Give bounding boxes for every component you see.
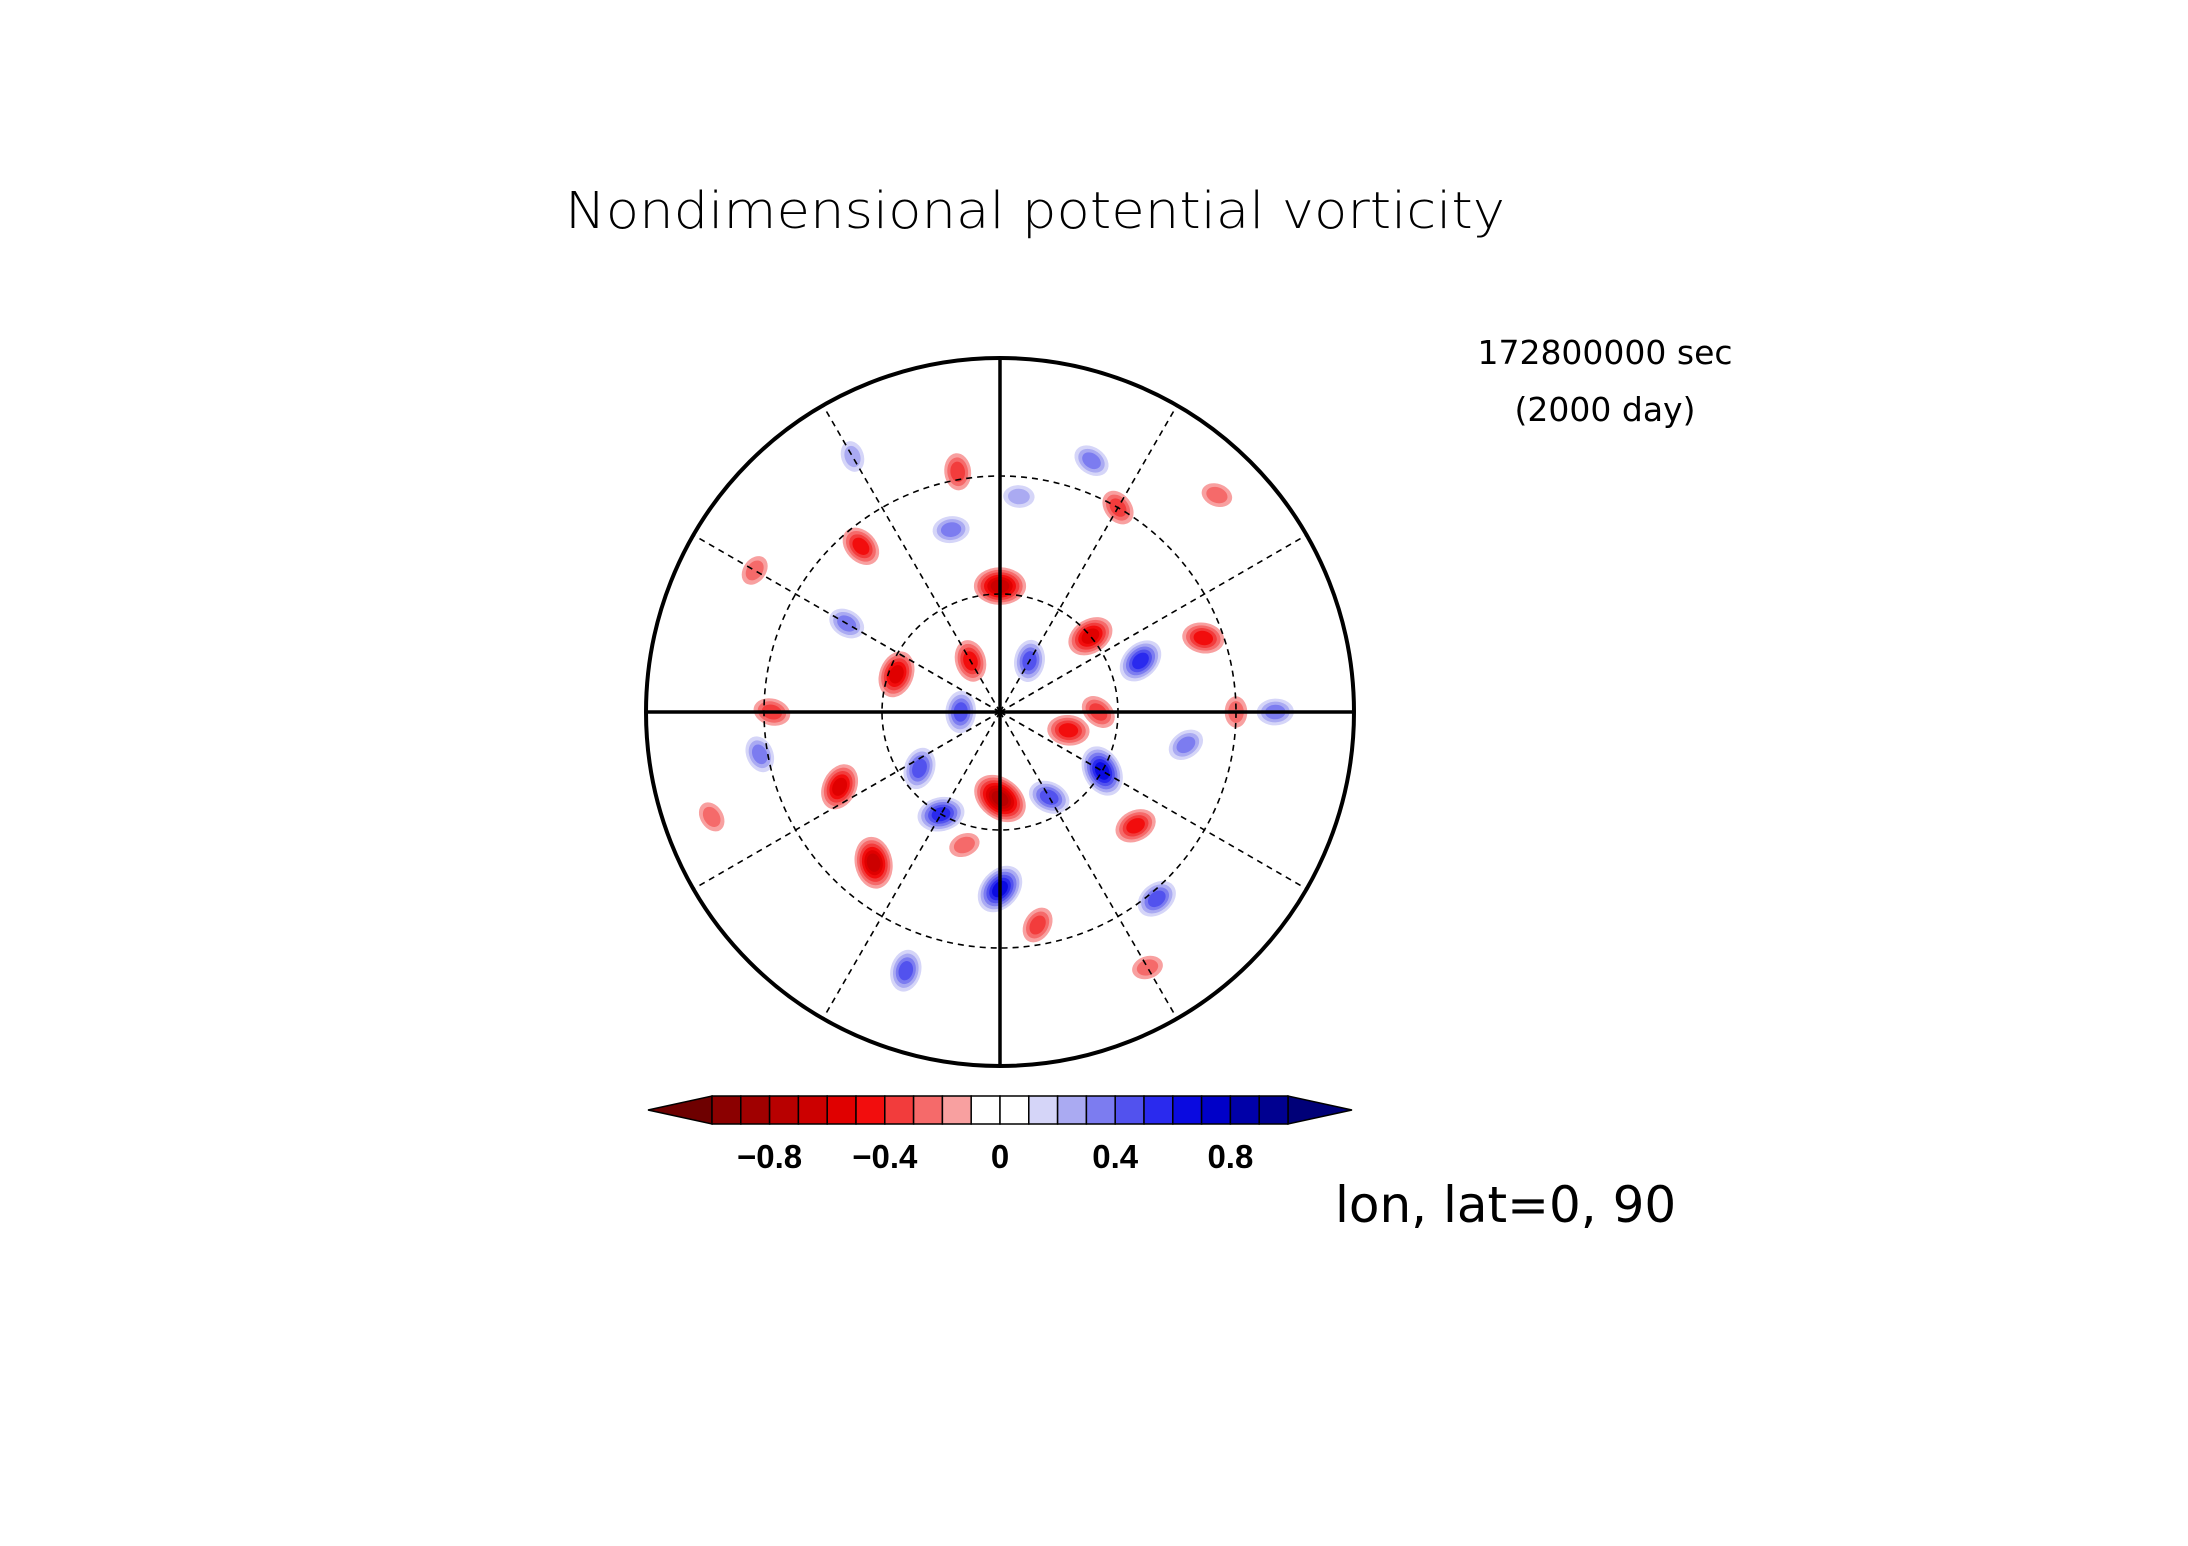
contour-fill <box>1094 762 1110 780</box>
vorticity-anomaly-negative <box>875 647 918 701</box>
colorbar-segment <box>1085 1095 1116 1125</box>
contour-fill <box>1136 959 1159 976</box>
vorticity-anomaly-negative <box>737 551 772 590</box>
contour-fill <box>1206 486 1228 504</box>
colorbar-segment <box>768 1095 800 1125</box>
colorbar-segment <box>970 1095 1001 1125</box>
vorticity-anomaly-positive <box>1134 877 1180 920</box>
contour-fill <box>889 665 904 684</box>
colorbar-segment <box>884 1095 915 1125</box>
time-seconds-label: 172800000 sec <box>1477 333 1732 372</box>
meridian-dashed <box>822 405 1001 713</box>
meridian-dashed <box>999 405 1178 713</box>
vorticity-anomaly-positive <box>887 946 925 996</box>
colorbar-tick-label: −0.8 <box>737 1138 802 1175</box>
vorticity-anomaly-negative <box>1127 952 1168 983</box>
contour-fill <box>950 461 966 482</box>
vorticity-anomaly-negative <box>941 449 975 495</box>
colorbar: −0.8 −0.4 0 0.4 0.8 <box>647 1095 1353 1175</box>
meridian-dashed <box>693 711 1001 890</box>
vorticity-anomaly-negative <box>1043 712 1094 749</box>
vorticity-anomaly-positive <box>1116 637 1165 685</box>
contour-fill <box>898 961 914 981</box>
contour-fill <box>953 836 975 854</box>
colorbar-tick-label: 0 <box>991 1138 1009 1175</box>
vorticity-anomaly-positive <box>928 513 974 547</box>
contour-fill <box>1082 452 1101 470</box>
colorbar-segment <box>1229 1095 1260 1125</box>
colorbar-segment <box>999 1095 1030 1125</box>
contour-fill <box>1132 652 1149 670</box>
contour-fill <box>940 522 962 537</box>
meridian-dashed <box>693 534 1001 713</box>
colorbar-segment <box>1056 1095 1088 1125</box>
contour-fill <box>1008 488 1030 505</box>
contour-fill <box>866 853 881 872</box>
colorbar-segment <box>826 1095 857 1125</box>
vorticity-anomaly-positive <box>742 732 778 777</box>
contour-fill <box>912 758 927 778</box>
vorticity-anomaly-negative <box>1196 479 1237 511</box>
chart-title: Nondimensional potential vorticity <box>565 182 1505 241</box>
vorticity-anomaly-negative <box>694 797 729 836</box>
vorticity-anomaly-positive <box>837 436 868 477</box>
vorticity-anomaly-positive <box>1164 726 1207 764</box>
colorbar-segment <box>1143 1095 1174 1125</box>
contour-fill <box>751 744 768 765</box>
map-grid <box>646 358 1354 1066</box>
contour-fill <box>1126 818 1145 834</box>
meridian-dashed <box>999 711 1307 890</box>
contour-fill <box>745 560 764 581</box>
contour-fill <box>1039 789 1059 805</box>
meridian-dashed <box>999 534 1307 713</box>
vorticity-anomaly-negative <box>852 833 896 892</box>
contour-fill <box>1147 890 1166 908</box>
colorbar-segment <box>941 1095 972 1125</box>
colorbar-segment <box>797 1095 828 1125</box>
colorbar-overflow-triangle <box>1287 1095 1353 1125</box>
contour-fill <box>844 445 861 468</box>
contour-fill <box>1176 736 1196 754</box>
vorticity-anomaly-positive <box>900 744 939 793</box>
map-boundary-circle <box>644 356 1356 1068</box>
colorbar-segment <box>855 1095 886 1125</box>
vorticity-field <box>694 436 1299 996</box>
colorbar-segment <box>1172 1095 1203 1125</box>
contour-fill <box>1193 630 1214 646</box>
colorbar-segment <box>1258 1095 1289 1125</box>
view-label: lon, lat=0, 90 <box>1335 1176 1676 1234</box>
vorticity-anomaly-negative <box>1019 903 1056 947</box>
colorbar-tick-label: −0.4 <box>852 1138 918 1175</box>
contour-fill <box>852 537 870 555</box>
colorbar-tick-label: 0.4 <box>1092 1138 1139 1175</box>
vorticity-anomaly-positive <box>1070 441 1113 480</box>
vorticity-anomaly-negative <box>1111 806 1160 846</box>
contour-fill <box>832 777 848 796</box>
vorticity-anomaly-positive <box>1025 777 1074 817</box>
contour-fill <box>1058 723 1079 738</box>
vorticity-anomaly-positive <box>1078 743 1126 799</box>
contour-fill <box>1029 915 1046 935</box>
colorbar-segment <box>711 1095 742 1125</box>
colorbar-segment <box>1200 1095 1232 1125</box>
colorbar-segment <box>1114 1095 1145 1125</box>
colorbar-segment <box>912 1095 944 1125</box>
colorbar-segment <box>740 1095 771 1125</box>
colorbar-tick-label: 0.8 <box>1207 1138 1253 1175</box>
vorticity-anomaly-negative <box>818 760 861 813</box>
vorticity-anomaly-positive <box>998 481 1040 512</box>
contour-fill <box>702 806 721 827</box>
vorticity-anomaly-negative <box>1178 619 1229 657</box>
meridian-dashed <box>999 711 1178 1019</box>
time-days-label: (2000 day) <box>1515 390 1696 429</box>
colorbar-segment <box>1028 1095 1059 1125</box>
vorticity-anomaly-negative <box>839 524 883 569</box>
meridian-dashed <box>822 711 1001 1019</box>
vorticity-anomaly-negative <box>1065 614 1116 659</box>
vorticity-anomaly-negative <box>944 829 985 861</box>
colorbar-underflow-triangle <box>647 1095 713 1125</box>
